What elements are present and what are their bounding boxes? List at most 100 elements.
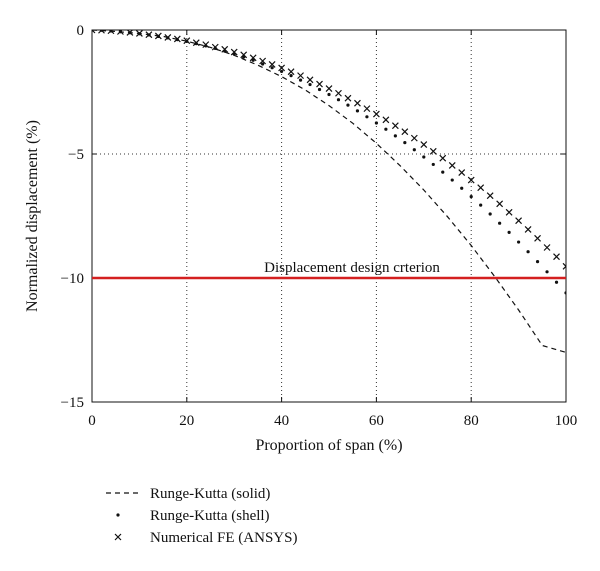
data-point [325, 85, 333, 92]
data-point [135, 30, 143, 37]
data-point [477, 184, 485, 192]
data-point [280, 69, 284, 74]
data-point [268, 61, 276, 68]
data-point [545, 270, 549, 274]
data-point [486, 192, 494, 200]
data-point [251, 58, 255, 62]
data-point [354, 99, 361, 107]
y-axis-label: Normalized displacement (%) [24, 120, 41, 312]
data-point [564, 291, 566, 295]
data-point [317, 87, 322, 92]
data-point [505, 208, 513, 216]
data-point [183, 37, 191, 45]
data-point [458, 169, 466, 177]
data-point [202, 41, 210, 49]
data-point [335, 89, 342, 97]
x-tick-label: 80 [464, 413, 479, 429]
data-point [526, 250, 530, 254]
y-tick-label: −15 [61, 395, 84, 411]
data-point [524, 225, 532, 233]
data-point [363, 105, 371, 113]
data-point [431, 162, 435, 167]
data-point [534, 234, 541, 242]
legend-label: Runge-Kutta (solid) [150, 486, 270, 502]
data-point [249, 54, 257, 62]
data-point [107, 30, 115, 35]
data-point [374, 121, 378, 125]
data-point [460, 186, 464, 190]
data-point [336, 98, 341, 102]
data-point [306, 76, 314, 84]
data-point [221, 45, 229, 53]
data-point [98, 30, 105, 34]
y-tick-label: −10 [61, 271, 84, 287]
data-point [344, 94, 352, 102]
data-point [355, 109, 360, 113]
x-tick-label: 20 [179, 413, 194, 429]
series-layer [92, 30, 566, 353]
data-point [401, 128, 409, 136]
data-point [382, 116, 390, 124]
data-point [562, 262, 566, 270]
x-tick-label: 60 [369, 413, 384, 429]
x-axis-label: Proportion of span (%) [255, 437, 402, 454]
data-point [479, 203, 483, 207]
data-point [410, 134, 418, 142]
y-tick-label: −5 [68, 147, 84, 163]
legend-entry: Runge-Kutta (shell) [116, 508, 270, 524]
data-point [535, 260, 540, 264]
data-point [469, 195, 473, 199]
data-point [192, 39, 200, 47]
series-1 [92, 30, 566, 353]
data-point [448, 161, 456, 169]
series-line [92, 30, 566, 353]
data-point [259, 57, 267, 65]
data-point [365, 115, 369, 119]
data-point [154, 32, 162, 40]
data-point [230, 48, 238, 56]
data-point [240, 51, 248, 59]
data-point [517, 240, 521, 244]
data-point [429, 147, 437, 155]
data-point [412, 148, 416, 152]
data-point [391, 122, 399, 130]
legend-label: Runge-Kutta (shell) [150, 508, 270, 524]
plot-frame [91, 29, 567, 403]
data-point [384, 127, 388, 131]
data-point [515, 217, 523, 225]
data-point [553, 253, 560, 261]
legend-entry: Runge-Kutta (solid) [106, 486, 270, 502]
x-tick-label: 100 [555, 413, 578, 429]
x-tick-label: 0 [88, 413, 96, 429]
data-point [308, 82, 312, 87]
data-point [270, 66, 274, 70]
y-tick-label: 0 [77, 23, 85, 39]
data-point [498, 221, 502, 225]
legend-swatch [114, 533, 122, 541]
tick-labels: 0 20 40 60 80 100 0 −5 −10 −15 [61, 23, 578, 429]
design-criterion-label: Displacement design crterion [264, 260, 440, 276]
data-point [164, 34, 172, 41]
reference-lines: Displacement design crterion [92, 260, 566, 280]
legend-entry: Numerical FE (ANSYS) [114, 530, 297, 546]
data-point [554, 280, 559, 284]
data-point [372, 110, 380, 118]
legend-label: Numerical FE (ANSYS) [150, 530, 297, 546]
legend: Runge-Kutta (solid) Runge-Kutta (shell) Nu… [106, 486, 297, 546]
data-point [346, 103, 350, 107]
data-point [92, 30, 96, 34]
data-point [488, 212, 492, 216]
data-point [211, 43, 219, 51]
data-point [403, 140, 407, 145]
data-point [145, 31, 153, 39]
data-point [316, 80, 323, 88]
data-point [441, 170, 445, 174]
data-point [289, 74, 293, 78]
data-point [278, 64, 286, 72]
series-3 [92, 30, 566, 270]
data-point [467, 176, 475, 184]
data-point [439, 154, 447, 162]
x-tick-label: 40 [274, 413, 289, 429]
data-point [297, 72, 304, 80]
